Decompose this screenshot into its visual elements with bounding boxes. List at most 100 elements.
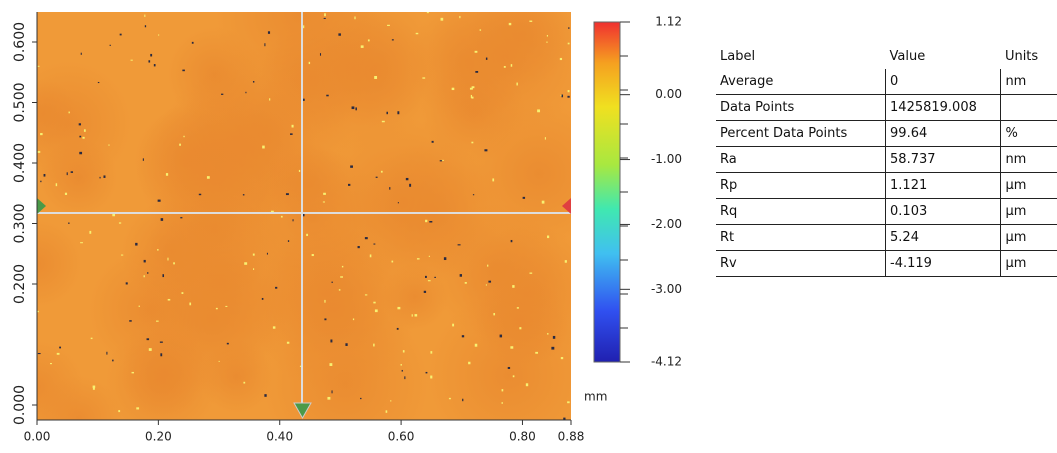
texture (70, 171, 74, 173)
texture (488, 280, 492, 283)
texture (391, 39, 394, 41)
texture (319, 53, 322, 56)
y-tick-label: 0.000 (12, 385, 28, 425)
unit-label: mm (584, 390, 607, 404)
texture (173, 262, 175, 265)
texture (400, 364, 402, 366)
table-cell: 5.24 (885, 224, 1001, 251)
texture (160, 353, 163, 357)
texture (125, 282, 128, 285)
texture (92, 387, 95, 390)
texture (560, 357, 564, 360)
texture (567, 95, 570, 98)
texture (516, 82, 518, 86)
x-tick-label: 0.80 (509, 430, 536, 444)
texture (459, 15, 461, 19)
texture (199, 339, 274, 414)
texture (242, 194, 245, 196)
texture (37, 310, 39, 313)
texture (422, 77, 426, 79)
table-cell: Ra (716, 146, 886, 173)
cursor-marker[interactable] (293, 402, 312, 420)
table-cell: Rq (716, 198, 886, 225)
texture (78, 123, 81, 126)
texture (448, 397, 451, 400)
texture (439, 160, 443, 162)
texture (367, 39, 370, 42)
texture (529, 20, 533, 22)
texture (397, 111, 400, 115)
texture (544, 137, 546, 140)
texture (374, 309, 378, 313)
column-header: Units (1004, 49, 1039, 64)
texture (308, 61, 311, 65)
texture (464, 282, 467, 284)
texture (182, 69, 185, 72)
table-cell (1000, 94, 1057, 121)
texture (68, 222, 70, 224)
column-header: Value (889, 49, 926, 64)
table-cell: µm (1000, 250, 1057, 277)
texture (375, 176, 378, 178)
texture (103, 175, 106, 178)
texture (148, 60, 151, 63)
texture (391, 260, 394, 263)
texture (97, 81, 100, 84)
texture (131, 371, 135, 374)
texture (537, 109, 541, 113)
texture (341, 265, 344, 268)
texture (519, 327, 522, 330)
texture (264, 43, 266, 47)
cursor-marker[interactable] (562, 198, 571, 214)
texture (364, 294, 368, 296)
table-cell: Average (716, 69, 886, 95)
x-tick-label: 0.60 (388, 430, 415, 444)
texture (385, 410, 388, 413)
y-tick-label: 0.600 (12, 22, 28, 62)
texture (541, 200, 545, 204)
texture (567, 401, 570, 404)
texture (461, 335, 465, 338)
texture (156, 320, 159, 322)
texture (479, 29, 482, 31)
texture (266, 252, 268, 255)
texture (39, 138, 118, 218)
texture (324, 13, 326, 17)
texture (423, 290, 427, 293)
texture (37, 219, 82, 308)
texture (459, 274, 463, 277)
table-row: Rp 1.121 µm (716, 172, 1057, 199)
texture (424, 275, 427, 278)
texture (563, 417, 566, 420)
texture (162, 274, 165, 278)
texture (426, 12, 429, 14)
texture (471, 86, 475, 89)
texture (323, 17, 326, 19)
texture (474, 343, 478, 347)
table-row: Average 0 nm (716, 69, 1057, 95)
texture (355, 107, 357, 111)
texture (485, 284, 487, 286)
texture (512, 375, 515, 378)
texture (374, 75, 378, 79)
texture (287, 240, 290, 242)
texture (373, 243, 376, 245)
texture (167, 298, 171, 301)
texture (387, 24, 390, 26)
texture (311, 254, 314, 257)
texture (390, 400, 392, 402)
texture (428, 255, 430, 257)
cursor-marker[interactable] (37, 198, 46, 214)
texture (457, 244, 461, 246)
table-cell: Rt (716, 224, 886, 251)
texture (118, 222, 122, 224)
texture (564, 260, 567, 263)
texture (468, 361, 471, 365)
texture (280, 215, 283, 218)
texture (430, 375, 433, 379)
texture (37, 65, 40, 67)
texture (221, 93, 224, 95)
table-cell: -4.119 (885, 250, 1001, 277)
